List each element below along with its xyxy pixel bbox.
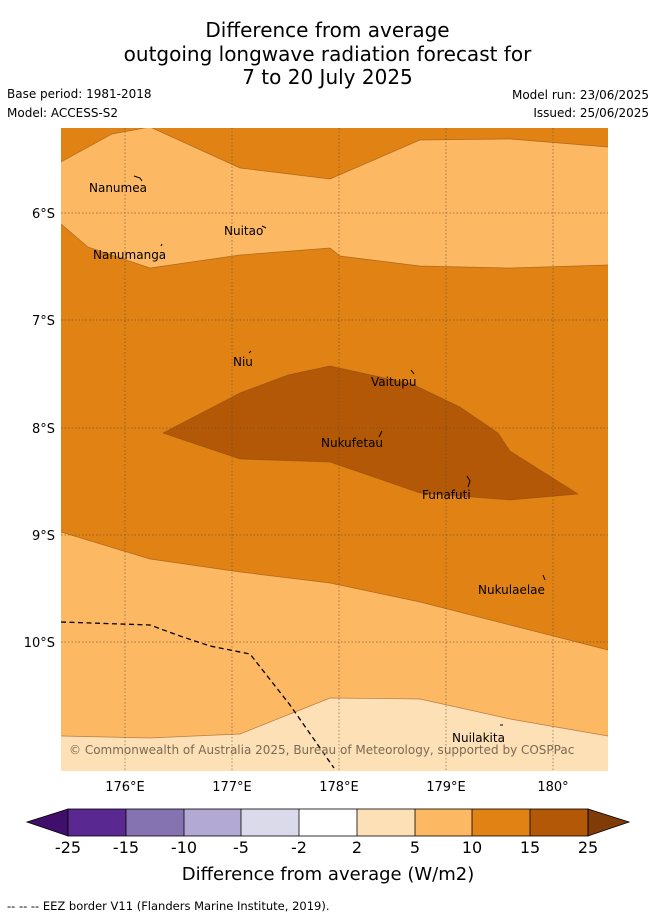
colorbar-extend-low bbox=[25, 808, 69, 837]
eez-legend-note: -- -- -- EEZ border V11 (Flanders Marine… bbox=[7, 899, 330, 913]
issued-date: Issued: 25/06/2025 bbox=[533, 106, 649, 120]
island-niu bbox=[248, 350, 252, 354]
island-funafuti bbox=[466, 475, 471, 488]
colorbar: -25 -15 -10 -5 -2 2 5 10 15 25 Differenc… bbox=[25, 808, 631, 885]
eez-border bbox=[61, 621, 335, 769]
colorbar-tick: -25 bbox=[55, 838, 81, 857]
island-nanumea bbox=[133, 175, 143, 182]
band-2-5-south bbox=[61, 698, 608, 771]
x-tick-176e: 176°E bbox=[105, 780, 145, 795]
colorbar-swatch-8 bbox=[472, 809, 530, 836]
colorbar-tick: 5 bbox=[410, 838, 420, 857]
x-tick-179e: 179°E bbox=[426, 780, 466, 795]
colorbar-swatch-7 bbox=[415, 809, 472, 836]
colorbar-tick: -15 bbox=[113, 838, 139, 857]
x-tick-178e: 178°E bbox=[319, 780, 359, 795]
colorbar-tick: -10 bbox=[171, 838, 197, 857]
colorbar-label: Difference from average (W/m2) bbox=[182, 864, 474, 885]
model-name: Model: ACCESS-S2 bbox=[7, 106, 119, 120]
map-gridlines bbox=[61, 128, 608, 771]
colorbar-swatch-4 bbox=[241, 809, 299, 836]
place-label-nuilakita: Nuilakita bbox=[452, 731, 505, 745]
y-tick-8s: 8°S bbox=[32, 422, 55, 437]
place-label-niu: Niu bbox=[233, 355, 253, 369]
place-label-nukufetau: Nukufetau bbox=[321, 436, 383, 450]
colorbar-swatch-3 bbox=[184, 809, 241, 836]
island-outlines bbox=[133, 175, 546, 726]
colorbar-tick: -2 bbox=[291, 838, 307, 857]
place-label-nanumea: Nanumea bbox=[89, 181, 147, 195]
place-label-nanumanga: Nanumanga bbox=[93, 248, 166, 262]
place-label-vaitupu: Vaitupu bbox=[371, 375, 417, 389]
colorbar-extend-high bbox=[587, 808, 631, 837]
band-5-10-north bbox=[61, 128, 608, 268]
island-nukulaelae bbox=[542, 574, 546, 581]
contour-fields: Nanumea Nuitao Nanumanga Niu Vaitupu Nuk… bbox=[61, 128, 608, 771]
colorbar-tick: 15 bbox=[520, 838, 540, 857]
y-tick-10s: 10°S bbox=[24, 636, 55, 651]
y-tick-7s: 7°S bbox=[32, 314, 55, 329]
colorbar-tick: -5 bbox=[233, 838, 249, 857]
y-tick-9s: 9°S bbox=[32, 529, 55, 544]
island-nuitao bbox=[261, 225, 267, 229]
y-tick-6s: 6°S bbox=[32, 207, 55, 222]
place-label-nukulaelae: Nukulaelae bbox=[478, 583, 545, 597]
colorbar-swatch-1 bbox=[68, 809, 126, 836]
colorbar-tick: 10 bbox=[462, 838, 482, 857]
colorbar-swatch-2 bbox=[126, 809, 184, 836]
colorbar-tick: 2 bbox=[352, 838, 362, 857]
copyright-notice: © Commonwealth of Australia 2025, Bureau… bbox=[69, 743, 574, 757]
colorbar-swatch-5 bbox=[299, 809, 357, 836]
x-tick-180: 180° bbox=[537, 780, 568, 795]
colorbar-tick: 25 bbox=[578, 838, 598, 857]
colorbar-swatch-9 bbox=[530, 809, 588, 836]
island-nanumanga bbox=[160, 243, 163, 247]
island-nukufetau bbox=[378, 430, 383, 438]
island-vaitupu bbox=[410, 369, 415, 375]
base-period: Base period: 1981-2018 bbox=[7, 87, 152, 101]
place-label-nuitao: Nuitao bbox=[224, 224, 263, 238]
place-label-funafuti: Funafuti bbox=[422, 488, 471, 502]
title-line-3: 7 to 20 July 2025 bbox=[242, 65, 413, 89]
x-tick-177e: 177°E bbox=[212, 780, 252, 795]
model-run: Model run: 23/06/2025 bbox=[511, 88, 649, 102]
colorbar-swatch-6 bbox=[357, 809, 415, 836]
band-15-25-core bbox=[163, 366, 578, 500]
title-line-2: outgoing longwave radiation forecast for bbox=[123, 42, 532, 66]
title-line-1: Difference from average bbox=[205, 18, 450, 42]
